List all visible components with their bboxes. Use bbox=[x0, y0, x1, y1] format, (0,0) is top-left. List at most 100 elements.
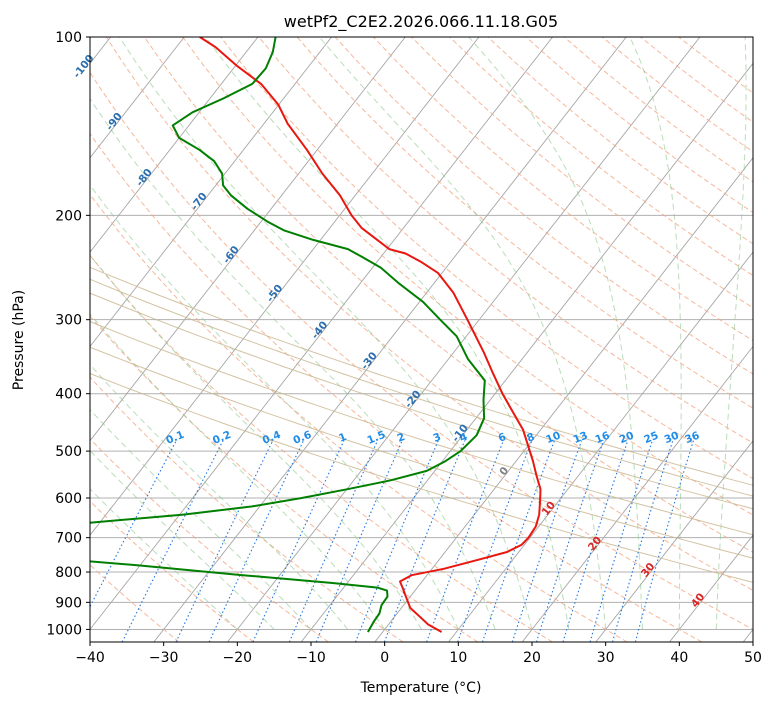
y-tick-label: 800 bbox=[55, 565, 82, 581]
y-tick-label: 100 bbox=[55, 30, 82, 46]
dry-adiabat bbox=[373, 37, 753, 342]
dry-adiabat bbox=[334, 37, 753, 375]
moist-adiabat bbox=[90, 97, 496, 630]
mixing-ratio-line bbox=[315, 440, 403, 642]
y-tick-label: 300 bbox=[55, 313, 82, 329]
isotherm-gridline bbox=[90, 37, 553, 631]
moist-adiabat bbox=[90, 184, 459, 630]
dry-adiabat bbox=[90, 376, 404, 642]
y-tick-label: 500 bbox=[55, 444, 82, 460]
mixing-ratio-label: 20 bbox=[618, 430, 636, 447]
dry-adiabat bbox=[90, 500, 255, 642]
moist-adiabat bbox=[90, 488, 238, 630]
x-tick-label: 10 bbox=[449, 650, 467, 666]
moist-adiabat bbox=[629, 37, 682, 630]
x-tick-label: −20 bbox=[223, 650, 253, 666]
mixing-ratio-line bbox=[589, 440, 653, 642]
mixing-ratio-label: 25 bbox=[642, 430, 660, 447]
x-axis-ticks: −40 −30 −20 −10 0 10 20 30 40 50 bbox=[75, 642, 762, 666]
mixing-ratio-label: 30 bbox=[663, 430, 681, 447]
mixing-ratio-label: 1.5 bbox=[366, 429, 388, 447]
chart-title: wetPf2_C2E2.2026.066.11.18.G05 bbox=[284, 12, 558, 32]
isotherm-label: 30 bbox=[639, 561, 657, 580]
y-tick-label: 600 bbox=[55, 491, 82, 507]
x-tick-label: −10 bbox=[296, 650, 326, 666]
moist-adiabat bbox=[468, 37, 643, 630]
x-tick-label: −40 bbox=[75, 650, 105, 666]
stratosphere-guide-line bbox=[90, 372, 753, 583]
isotherm-label: 10 bbox=[540, 499, 558, 518]
mixing-ratio-label: 0.2 bbox=[211, 429, 233, 447]
thermo-reference-lines bbox=[90, 37, 753, 642]
x-tick-label: −30 bbox=[149, 650, 179, 666]
isotherm-label: -70 bbox=[189, 190, 210, 212]
dry-adiabat bbox=[90, 254, 553, 642]
moist-adiabat bbox=[90, 363, 349, 630]
mixing-ratio-line bbox=[121, 440, 224, 642]
reference-line-labels: -100-90-80-70-60-50-40-30-20-10010203040… bbox=[71, 53, 707, 610]
moist-adiabat bbox=[205, 37, 570, 630]
mixing-ratio-line bbox=[481, 440, 556, 642]
isotherm-gridline bbox=[742, 628, 753, 642]
stratosphere-guide-line bbox=[90, 266, 753, 486]
isotherm-gridline bbox=[227, 37, 701, 642]
x-tick-label: 20 bbox=[523, 650, 541, 666]
dry-adiabat bbox=[90, 132, 703, 642]
isotherm-label: 40 bbox=[689, 591, 707, 610]
mixing-ratio-line bbox=[562, 440, 629, 642]
mixing-ratio-label: 3 bbox=[432, 431, 443, 445]
mixing-ratio-line bbox=[634, 440, 694, 642]
dewpoint-profile bbox=[90, 37, 486, 633]
moist-adiabat bbox=[90, 313, 386, 630]
y-tick-label: 200 bbox=[55, 208, 82, 224]
moist-adiabat bbox=[715, 37, 747, 630]
isotherm-gridline bbox=[595, 440, 753, 642]
y-tick-label: 900 bbox=[55, 595, 82, 611]
y-axis-ticks: 100 200 300 400 500 600 700 800 900 1000 bbox=[46, 30, 90, 638]
isotherm-gridline bbox=[153, 37, 627, 642]
mixing-ratio-label: 8 bbox=[525, 431, 536, 445]
stratosphere-guide-line bbox=[90, 278, 753, 497]
dry-adiabat bbox=[525, 37, 753, 214]
mixing-ratio-label: 10 bbox=[544, 430, 562, 447]
mixing-ratio-label: 2 bbox=[395, 431, 406, 445]
y-axis-label: Pressure (hPa) bbox=[11, 290, 27, 390]
mixing-ratio-label: 1 bbox=[337, 431, 348, 445]
x-tick-label: 30 bbox=[597, 650, 615, 666]
mixing-ratio-label: 6 bbox=[497, 431, 508, 445]
plot-frame bbox=[89, 36, 754, 643]
x-tick-label: 50 bbox=[744, 650, 762, 666]
gridlines bbox=[90, 37, 753, 642]
y-tick-label: 1000 bbox=[46, 622, 82, 638]
dry-adiabat bbox=[601, 37, 753, 153]
mixing-ratio-label: 0.1 bbox=[164, 429, 186, 447]
stratosphere-guide-line bbox=[90, 321, 753, 536]
x-tick-label: 40 bbox=[670, 650, 688, 666]
isotherm-label: -90 bbox=[104, 111, 125, 133]
isotherm-gridline bbox=[448, 251, 753, 642]
dry-adiabat bbox=[90, 564, 180, 642]
dry-adiabat bbox=[105, 37, 753, 591]
dry-adiabat bbox=[487, 37, 753, 245]
moist-adiabat bbox=[118, 37, 533, 630]
dry-adiabat bbox=[296, 37, 753, 409]
dry-adiabat bbox=[143, 37, 753, 553]
mixing-ratio-label: 4 bbox=[458, 431, 469, 445]
y-tick-label: 400 bbox=[55, 387, 82, 403]
mixing-ratio-label: 0.4 bbox=[261, 429, 283, 447]
dry-adiabat bbox=[90, 193, 628, 642]
isotherm-gridline bbox=[90, 37, 332, 348]
temperature-profile bbox=[199, 37, 542, 633]
isotherm-label: 20 bbox=[586, 534, 604, 553]
mixing-ratio-label: 13 bbox=[572, 430, 590, 447]
mixing-ratio-line bbox=[612, 440, 674, 642]
mixing-ratio-line bbox=[252, 440, 345, 642]
isotherm-label: -60 bbox=[221, 244, 242, 266]
mixing-ratio-label: 0.6 bbox=[292, 429, 314, 447]
x-axis-label: Temperature (°C) bbox=[360, 680, 482, 696]
moist-adiabat bbox=[318, 37, 607, 630]
dry-adiabat bbox=[220, 37, 753, 480]
stratosphere-guide-line bbox=[90, 292, 753, 510]
x-tick-label: 0 bbox=[380, 650, 389, 666]
